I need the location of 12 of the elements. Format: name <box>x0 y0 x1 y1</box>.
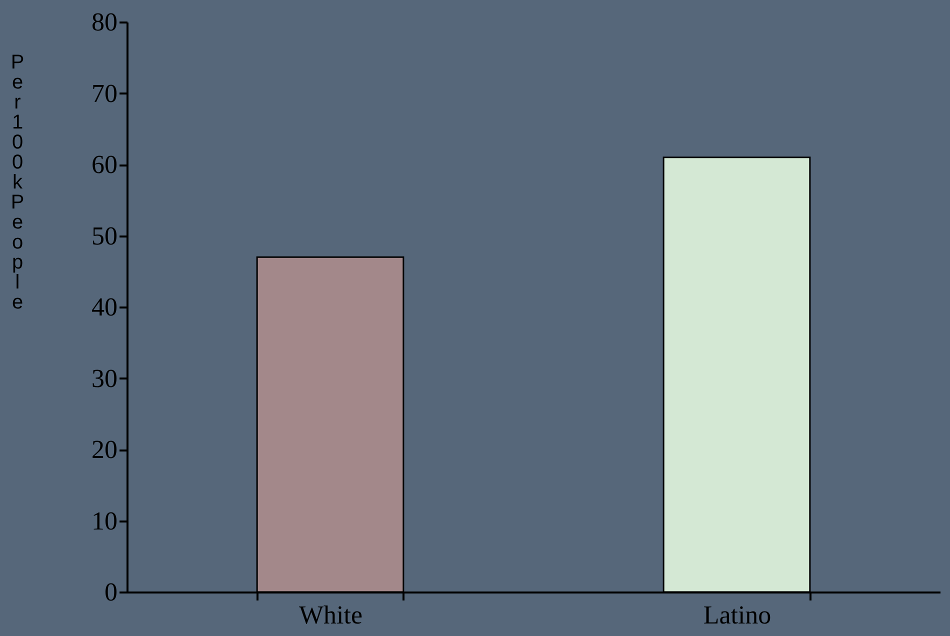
y-tick-label: 30 <box>92 364 118 393</box>
y-tick-label: 20 <box>92 435 118 464</box>
x-tick-label: White <box>298 600 363 630</box>
y-tick-label: 80 <box>92 8 118 36</box>
x-tick-label: Latino <box>703 600 772 630</box>
y-tick-label: 10 <box>92 506 118 536</box>
y-tick-label: 40 <box>92 292 118 322</box>
y-tick-label: 0 <box>104 578 118 606</box>
text: Per 100k People <box>10 52 24 314</box>
y-tick-label: 70 <box>92 78 118 108</box>
y-tick-label: 60 <box>92 150 118 179</box>
y-tick-label: 50 <box>92 221 118 250</box>
